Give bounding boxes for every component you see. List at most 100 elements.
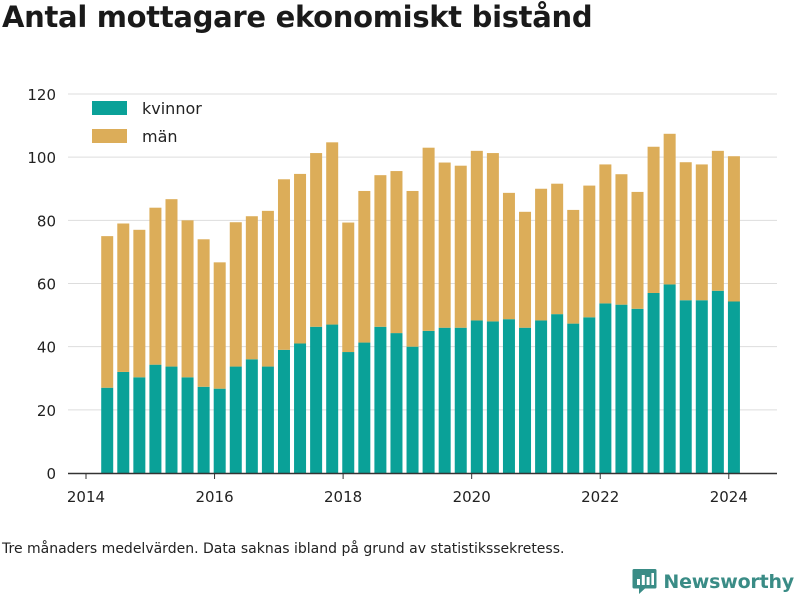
y-axis: 0 20 40 60 80 100 120: [27, 86, 56, 483]
bar-man: [197, 239, 210, 387]
bar-man: [213, 262, 226, 389]
bar-kvinnor: [695, 300, 708, 473]
bar-kvinnor: [117, 371, 130, 473]
y-tick-label: 0: [46, 465, 56, 483]
bar-man: [567, 209, 580, 324]
bar-kvinnor: [374, 326, 387, 473]
bar-kvinnor: [422, 330, 435, 473]
bar-kvinnor: [213, 388, 226, 473]
brand-mark: Newsworthy: [632, 568, 794, 595]
bar-kvinnor: [261, 366, 274, 473]
y-tick-label: 100: [27, 149, 56, 167]
bar-man: [406, 190, 419, 347]
newsworthy-logo-icon: [632, 569, 657, 594]
bar-man: [631, 191, 644, 309]
bar-man: [149, 207, 162, 365]
x-tick-label: 2024: [710, 488, 748, 506]
bar-man: [599, 164, 612, 304]
x-tick-label: 2014: [67, 488, 105, 506]
legend-swatch-man: [92, 129, 127, 143]
bar-kvinnor: [631, 308, 644, 473]
x-tick-label: 2018: [324, 488, 362, 506]
bar-man: [245, 216, 258, 360]
bar-kvinnor: [470, 320, 483, 473]
bar-man: [294, 173, 307, 344]
bar-kvinnor: [326, 324, 339, 473]
bar-man: [358, 190, 371, 343]
bar-man: [342, 222, 355, 353]
bar-man: [551, 183, 564, 315]
bar-kvinnor: [245, 359, 258, 473]
bar-man: [647, 146, 660, 293]
bar-man: [422, 147, 435, 331]
bar-man: [310, 153, 323, 327]
bar-kvinnor: [294, 343, 307, 473]
y-tick-label: 40: [37, 339, 56, 357]
bar-kvinnor: [133, 377, 146, 473]
bar-kvinnor: [535, 320, 548, 473]
bar-man: [454, 165, 467, 328]
bar-kvinnor: [599, 303, 612, 473]
bar-kvinnor: [229, 366, 242, 473]
bar-man: [615, 174, 628, 305]
bar-man: [695, 164, 708, 301]
bar-kvinnor: [165, 366, 178, 473]
bar-man: [679, 162, 692, 301]
bar-kvinnor: [583, 317, 596, 473]
bar-kvinnor: [663, 284, 676, 473]
bar-kvinnor: [310, 326, 323, 473]
bar-kvinnor: [454, 327, 467, 473]
bar-man: [374, 175, 387, 327]
legend-label: kvinnor: [142, 99, 202, 118]
bar-kvinnor: [101, 387, 114, 473]
bar-kvinnor: [406, 346, 419, 473]
bar-kvinnor: [149, 364, 162, 473]
bar-man: [133, 229, 146, 378]
bar-kvinnor: [567, 323, 580, 473]
footnote: Tre månaders medelvärden. Data saknas ib…: [2, 541, 565, 557]
bar-man: [470, 150, 483, 321]
x-tick-label: 2016: [195, 488, 233, 506]
x-axis: 2014 2016 2018 2020 2022 2024: [67, 472, 777, 506]
y-tick-label: 80: [37, 212, 56, 230]
legend: kvinnor män: [92, 99, 202, 146]
bar-man: [101, 236, 114, 388]
bar-kvinnor: [390, 333, 403, 473]
bar-man: [727, 156, 740, 302]
legend-label: män: [142, 127, 178, 146]
bars: [101, 133, 740, 473]
bar-man: [486, 153, 499, 322]
bar-man: [390, 171, 403, 334]
bar-man: [229, 222, 242, 367]
bar-kvinnor: [342, 352, 355, 473]
bar-man: [438, 162, 451, 328]
bar-man: [181, 220, 194, 378]
bar-man: [535, 188, 548, 321]
bar-kvinnor: [358, 342, 371, 473]
bar-man: [519, 211, 532, 328]
bar-man: [277, 179, 290, 350]
bar-kvinnor: [181, 377, 194, 473]
x-tick-label: 2022: [581, 488, 619, 506]
y-tick-label: 20: [37, 402, 56, 420]
bar-kvinnor: [277, 349, 290, 473]
bar-kvinnor: [551, 314, 564, 473]
bar-man: [261, 210, 274, 367]
bar-kvinnor: [197, 386, 210, 473]
bar-kvinnor: [519, 327, 532, 473]
bar-kvinnor: [502, 319, 515, 473]
bar-kvinnor: [711, 290, 724, 473]
bar-man: [502, 192, 515, 320]
bar-man: [117, 223, 130, 372]
bar-kvinnor: [438, 327, 451, 473]
brand-name: Newsworthy: [663, 570, 794, 593]
bar-kvinnor: [615, 304, 628, 473]
bar-kvinnor: [727, 301, 740, 473]
chart-title: Antal mottagare ekonomiskt bistånd: [2, 0, 593, 34]
y-tick-label: 60: [37, 276, 56, 294]
legend-swatch-kvinnor: [92, 101, 127, 115]
bar-man: [663, 133, 676, 285]
y-tick-label: 120: [27, 86, 56, 104]
bar-kvinnor: [486, 321, 499, 473]
